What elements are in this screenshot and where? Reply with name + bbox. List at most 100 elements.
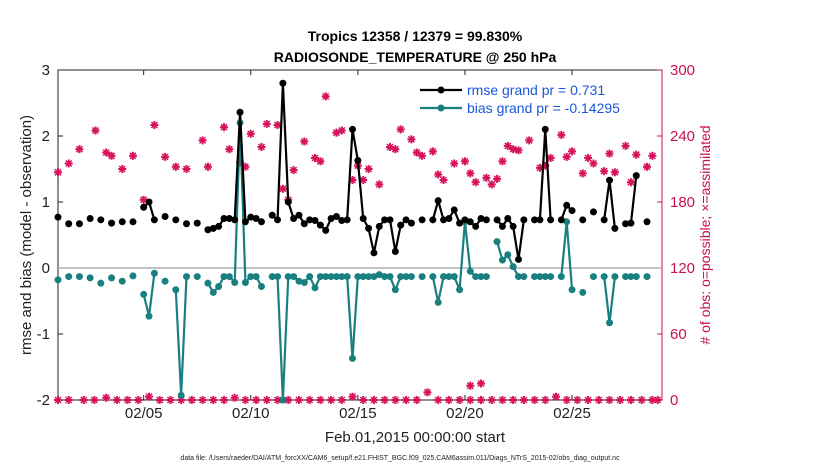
obs-assimilated-point [257, 143, 266, 151]
rmse-series-point [563, 201, 571, 209]
x-tick-label: 02/15 [339, 405, 377, 422]
rmse-series-point [557, 216, 565, 224]
obs-possible-point [509, 396, 518, 404]
marker-stroke [434, 170, 442, 179]
obs-possible-point [653, 396, 662, 404]
rmse-series-point [493, 216, 501, 224]
obs-possible-point [573, 396, 582, 404]
bias-series-point [97, 279, 105, 287]
marker-stroke [541, 396, 549, 404]
marker-stroke [616, 396, 624, 404]
marker-stroke [584, 154, 592, 162]
marker-stroke [359, 176, 367, 184]
bias-series-point [220, 273, 228, 281]
y2-tick-label: 300 [670, 62, 695, 79]
bias-series-point [434, 298, 442, 306]
rmse-series-point [407, 219, 415, 227]
obs-assimilated-point [107, 151, 116, 160]
bias-series-point [177, 391, 185, 399]
bias-series-point [343, 273, 351, 281]
bias-series-point [225, 273, 233, 281]
marker-stroke [466, 169, 474, 177]
marker-stroke [391, 396, 399, 404]
obs-possible-point [305, 396, 314, 404]
obs-possible-point [198, 396, 207, 404]
obs-assimilated-point [514, 146, 523, 155]
rmse-series-point [204, 226, 212, 234]
rmse-series-point [365, 224, 373, 232]
marker-stroke [338, 396, 346, 404]
marker-stroke [102, 394, 110, 402]
obs-possible-point [54, 396, 62, 404]
bias-series-point [306, 273, 314, 281]
obs-possible-point [616, 396, 625, 404]
obs-assimilated-point [300, 137, 309, 146]
bias-series-point [407, 273, 415, 281]
rmse-series-line [534, 128, 552, 221]
obs-possible-point [294, 396, 303, 404]
bias-series-point [193, 273, 201, 281]
obs-possible-point [145, 392, 154, 401]
marker-stroke [654, 396, 662, 404]
marker-stroke [509, 396, 517, 404]
marker-stroke [54, 168, 62, 176]
rmse-series-point [108, 219, 116, 227]
obs-possible-point [166, 396, 175, 404]
bias-series-point [386, 273, 394, 281]
bias-series-point [231, 279, 239, 287]
bias-series-point [161, 277, 169, 285]
obs-assimilated-point [289, 166, 298, 175]
marker-stroke [188, 396, 196, 404]
marker-stroke [156, 396, 164, 404]
rmse-series-point [209, 224, 217, 232]
bias-series-point [332, 273, 340, 281]
marker-stroke [209, 396, 217, 404]
marker-stroke [274, 121, 282, 129]
bias-series-point [359, 273, 367, 281]
marker-stroke [552, 393, 560, 401]
bias-series-point [108, 274, 116, 282]
bias-series-point [445, 273, 453, 281]
marker-stroke [199, 136, 207, 144]
marker-stroke [456, 396, 464, 404]
marker-stroke [257, 143, 266, 151]
obs-possible-point [123, 396, 132, 404]
obs-possible-point [102, 393, 111, 402]
marker-stroke [161, 153, 169, 161]
rmse-series-point [338, 216, 346, 224]
obs-assimilated-point [487, 180, 496, 189]
obs-possible-point [391, 396, 400, 404]
obs-assimilated-point [182, 165, 191, 173]
obs-assimilated-point [493, 174, 502, 183]
bias-series-point [322, 273, 330, 281]
rmse-series-point [279, 79, 287, 87]
marker-stroke [80, 396, 88, 404]
rmse-series-point [268, 211, 276, 219]
marker-stroke [413, 396, 421, 404]
legend-rmse-marker [437, 86, 445, 94]
rmse-series-point [600, 216, 608, 224]
marker-stroke [482, 174, 490, 182]
obs-assimilated-point [584, 154, 593, 162]
bias-series-point [498, 256, 506, 264]
marker-stroke [600, 167, 608, 175]
rmse-series-point [145, 198, 153, 206]
marker-stroke [525, 136, 533, 144]
obs-assimilated-point [562, 152, 571, 161]
rmse-series-point [236, 108, 244, 116]
marker-stroke [348, 393, 357, 401]
obs-assimilated-point [621, 141, 630, 150]
marker-stroke [423, 388, 431, 396]
bias-series-point [397, 273, 405, 281]
obs-possible-point [209, 396, 218, 404]
bias-series-point [172, 286, 180, 294]
marker-stroke [386, 143, 394, 151]
obs-low-point [466, 381, 475, 390]
obs-assimilated-point [407, 135, 416, 144]
marker-stroke [316, 157, 324, 165]
bias-series-point [349, 354, 357, 362]
rmse-series-point [370, 249, 378, 257]
rmse-series-point [386, 216, 394, 224]
bias-series-point [295, 277, 303, 285]
marker-stroke [129, 152, 137, 160]
